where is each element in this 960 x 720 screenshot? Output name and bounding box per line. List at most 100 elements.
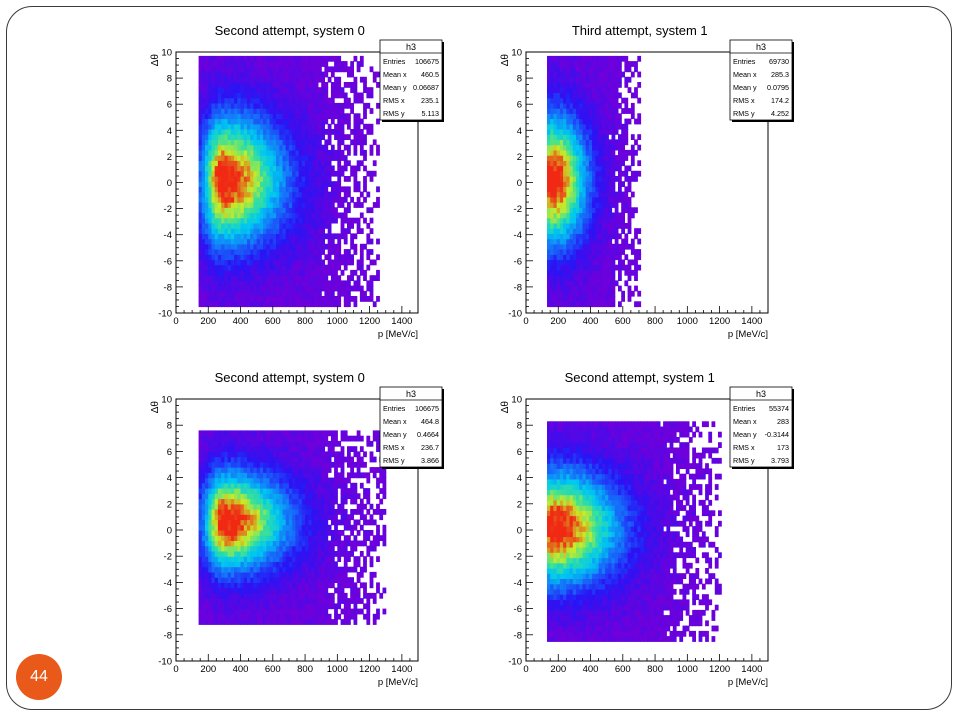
plot-3-cell bbox=[208, 524, 213, 531]
plot-3-cell bbox=[201, 619, 206, 625]
plot-3-cell bbox=[214, 561, 219, 568]
plot-2-cell bbox=[553, 259, 558, 266]
plot-1-cell bbox=[256, 264, 261, 271]
plot-2-cell bbox=[614, 254, 619, 261]
plot-3-cell bbox=[276, 561, 280, 568]
plot-2-cell bbox=[569, 228, 574, 234]
plot-3-cell bbox=[237, 482, 242, 489]
plot-1-cell bbox=[288, 55, 293, 62]
plot-2-cell bbox=[595, 123, 600, 130]
plot-1-cell bbox=[334, 254, 338, 261]
plot-2-cell bbox=[585, 264, 590, 271]
plot-1-cell bbox=[337, 118, 342, 125]
plot-1-cell bbox=[350, 71, 354, 78]
plot-1-cell bbox=[208, 102, 213, 109]
plot-1-cell bbox=[205, 207, 209, 214]
plot-2-cell bbox=[569, 202, 574, 208]
plot-2-cell bbox=[579, 233, 583, 240]
plot-2-cell bbox=[582, 296, 587, 302]
plot-1-cell bbox=[237, 155, 242, 161]
plot-1-cell bbox=[198, 254, 203, 261]
plot-2-cell bbox=[547, 66, 551, 73]
plot-3-cell bbox=[263, 498, 267, 505]
plot-2-cell bbox=[637, 249, 642, 255]
plot-1-cell bbox=[356, 92, 361, 99]
plot-3-cell bbox=[234, 519, 238, 526]
plot-2-cell bbox=[585, 149, 590, 156]
plot-2-cell bbox=[576, 170, 580, 177]
plot-1-cell bbox=[227, 264, 232, 271]
plot-1-cell bbox=[272, 71, 277, 78]
plot-3-cell bbox=[221, 514, 225, 521]
plot-3-cell bbox=[301, 608, 306, 615]
plot-3-cell bbox=[263, 571, 267, 578]
plot-1-cell bbox=[227, 87, 232, 93]
plot-2-cell bbox=[624, 97, 629, 104]
plot-1-cell bbox=[243, 264, 248, 271]
plot-2-cell bbox=[592, 113, 596, 120]
plot-2-cell bbox=[569, 249, 574, 255]
plot-1-cell bbox=[198, 280, 203, 287]
plot-1-cell bbox=[269, 280, 274, 287]
plot-2-cell bbox=[556, 71, 561, 78]
plot-2-cell bbox=[553, 275, 558, 281]
plot-1-cell bbox=[318, 92, 322, 99]
plot-2-cell bbox=[598, 66, 603, 73]
plot-1-cell bbox=[259, 108, 264, 114]
plot-3-cell bbox=[234, 503, 238, 510]
plot-3-cell bbox=[217, 535, 222, 541]
plot-1-cell bbox=[363, 87, 367, 93]
plot-1-cell bbox=[253, 55, 258, 62]
plot-1-cell bbox=[288, 275, 293, 281]
plot-1-cell bbox=[334, 264, 338, 271]
plot-1-cell bbox=[247, 66, 251, 73]
plot-1-cell bbox=[259, 149, 264, 156]
plot-1-cell bbox=[308, 170, 313, 177]
plot-1-cell bbox=[266, 285, 271, 292]
plot-2-cell bbox=[611, 118, 616, 125]
plot-1-cell bbox=[227, 108, 232, 114]
plot-1-cell bbox=[340, 196, 345, 203]
plot-1-cell bbox=[318, 249, 322, 255]
plot-2-cell bbox=[634, 264, 638, 271]
plot-2-cell bbox=[614, 76, 619, 83]
plot-1-cell bbox=[266, 123, 271, 130]
plot-1-cell bbox=[272, 181, 277, 187]
plot-1-cell bbox=[311, 160, 316, 167]
plot-1-cell bbox=[272, 144, 277, 151]
plot-1-cell bbox=[305, 113, 309, 120]
plot-2-cell bbox=[592, 207, 596, 214]
plot-1-cell bbox=[288, 191, 293, 198]
plot-1-cell bbox=[214, 275, 219, 281]
plot-1-cell bbox=[205, 170, 209, 177]
plot-1-cell bbox=[198, 186, 203, 193]
plot-1-cell bbox=[259, 191, 264, 198]
plot-3-cell bbox=[198, 587, 203, 594]
plot-3-cell bbox=[247, 592, 251, 599]
plot-2-cell bbox=[553, 228, 558, 234]
plot-3-cell bbox=[230, 540, 235, 547]
plot-3-cell bbox=[295, 514, 300, 521]
plot-2-cell bbox=[618, 212, 622, 219]
plot-1-cell bbox=[279, 97, 284, 104]
plot-3-cell bbox=[256, 451, 261, 458]
plot-1-cell bbox=[205, 238, 209, 245]
plot-2-cell bbox=[624, 269, 629, 276]
plot-1-cell bbox=[279, 144, 284, 151]
plot-2-cell bbox=[547, 170, 551, 177]
plot-1-cell bbox=[318, 196, 322, 203]
plot-2-cell bbox=[566, 76, 571, 83]
plot-1-cell bbox=[298, 275, 303, 281]
plot-2-cell bbox=[550, 134, 554, 140]
plot-2-cell bbox=[608, 285, 613, 292]
plot-2-cell bbox=[611, 155, 616, 161]
plot-3-cell bbox=[269, 571, 274, 578]
plot-1-cell bbox=[224, 212, 229, 219]
plot-3-cell bbox=[227, 440, 232, 447]
plot-3-cell bbox=[224, 456, 229, 463]
plot-2-cell bbox=[572, 160, 577, 167]
plot-1-cell bbox=[321, 259, 325, 266]
plot-3-cell bbox=[263, 519, 267, 526]
plot-3-cell bbox=[272, 571, 277, 578]
plot-1-cell bbox=[369, 66, 374, 73]
